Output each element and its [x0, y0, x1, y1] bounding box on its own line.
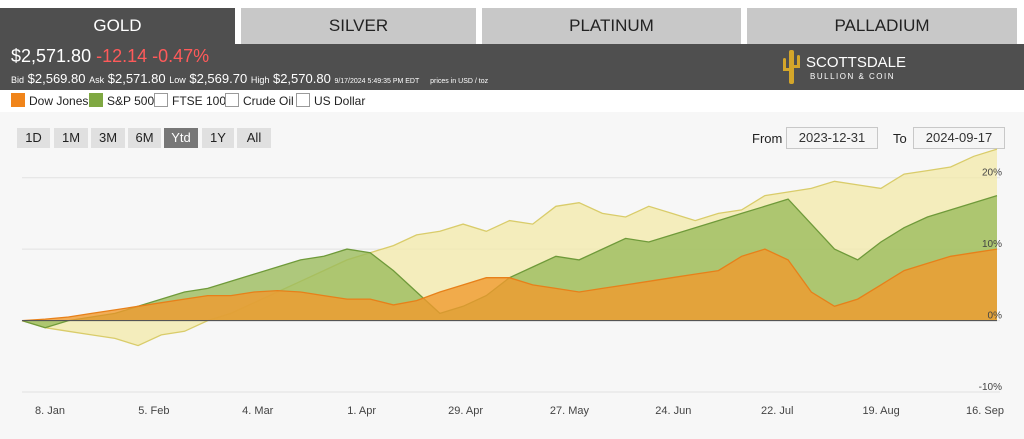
- x-tick-label: 1. Apr: [347, 405, 376, 417]
- spot-price: $2,571.80: [11, 46, 92, 66]
- tab-silver[interactable]: SILVER: [241, 8, 476, 44]
- ask-label: Ask: [89, 75, 105, 85]
- series-line-2: [21, 248, 998, 322]
- scottsdale-logo[interactable]: SCOTTSDALE BULLION & COIN: [780, 46, 920, 88]
- legend-ftse100[interactable]: FTSE 100: [154, 92, 227, 110]
- high-label: High: [250, 75, 270, 85]
- tab-gold-label: GOLD: [93, 16, 142, 35]
- to-label: To: [893, 131, 907, 146]
- low-label: Low: [169, 75, 186, 85]
- range-button-1y[interactable]: 1Y: [202, 128, 234, 148]
- y-tick-label: 10%: [982, 239, 1002, 250]
- legend-crude-oil-checkbox[interactable]: [225, 93, 239, 107]
- x-tick-label: 16. Sep: [966, 405, 1004, 417]
- range-button-3m[interactable]: 3M: [91, 128, 125, 148]
- price-line: $2,571.80 -12.14 -0.47%: [11, 46, 209, 67]
- x-tick-label: 5. Feb: [138, 405, 169, 417]
- tab-palladium[interactable]: PALLADIUM: [747, 8, 1017, 44]
- price-change-pct: -0.47%: [152, 46, 210, 66]
- cactus-icon: [783, 50, 800, 84]
- quote-details: Bid $2,569.80 Ask $2,571.80 Low $2,569.7…: [11, 71, 488, 86]
- tab-platinum[interactable]: PLATINUM: [482, 8, 741, 44]
- legend-crude-oil-label: Crude Oil: [243, 94, 294, 108]
- series-line-0: [21, 148, 998, 347]
- from-label: From: [752, 131, 783, 146]
- y-tick-label: 20%: [982, 168, 1002, 179]
- quote-timestamp: 9/17/2024 5:49:35 PM EDT: [334, 78, 420, 85]
- legend-dow-jones[interactable]: Dow Jones: [11, 92, 89, 110]
- legend-sp500-label: S&P 500: [107, 94, 155, 108]
- x-tick-label: 29. Apr: [448, 405, 483, 417]
- chart-container: 1D 1M 3M 6M Ytd 1Y All From 2023-12-31 T…: [0, 112, 1024, 439]
- legend-dow-jones-label: Dow Jones: [29, 94, 89, 108]
- comparison-legend: Dow Jones S&P 500 FTSE 100 Crude Oil US …: [0, 90, 1024, 112]
- price-units: prices in USD / toz: [430, 78, 489, 85]
- from-date-input[interactable]: 2023-12-31: [786, 127, 878, 149]
- x-tick-label: 8. Jan: [35, 405, 65, 417]
- legend-sp500-checkbox[interactable]: [89, 93, 103, 107]
- bid-label: Bid: [11, 75, 25, 85]
- x-tick-label: 22. Jul: [761, 405, 793, 417]
- x-tick-label: 24. Jun: [655, 405, 691, 417]
- high-value: $2,570.80: [272, 71, 331, 86]
- range-button-ytd[interactable]: Ytd: [164, 128, 198, 148]
- range-button-6m[interactable]: 6M: [128, 128, 161, 148]
- legend-ftse100-label: FTSE 100: [172, 94, 227, 108]
- legend-dow-jones-checkbox[interactable]: [11, 93, 25, 107]
- performance-chart[interactable]: 20% 10% 0% -10% 8. Jan 5. Feb 4. Mar 1. Apr 29.…: [0, 112, 1024, 439]
- tab-gold[interactable]: GOLD: [0, 8, 235, 44]
- series-area-2: [22, 249, 997, 321]
- legend-us-dollar-checkbox[interactable]: [296, 93, 310, 107]
- legend-ftse100-checkbox[interactable]: [154, 93, 168, 107]
- x-tick-label: 19. Aug: [862, 405, 899, 417]
- tab-palladium-label: PALLADIUM: [834, 16, 930, 35]
- y-tick-label: -10%: [979, 382, 1002, 393]
- x-tick-label: 27. May: [550, 405, 590, 417]
- logo-line2: BULLION & COIN: [810, 72, 895, 81]
- to-date-input[interactable]: 2024-09-17: [913, 127, 1005, 149]
- tab-platinum-label: PLATINUM: [569, 16, 654, 35]
- low-value: $2,569.70: [189, 71, 248, 86]
- tab-silver-label: SILVER: [328, 16, 389, 35]
- legend-us-dollar-label: US Dollar: [314, 94, 366, 108]
- legend-crude-oil[interactable]: Crude Oil: [225, 92, 299, 110]
- price-change: -12.14: [96, 46, 148, 66]
- y-tick-label: 0%: [988, 311, 1003, 322]
- metal-tabs: GOLD SILVER PLATINUM PALLADIUM: [0, 8, 1024, 44]
- range-button-1m[interactable]: 1M: [54, 128, 88, 148]
- range-button-all[interactable]: All: [237, 128, 271, 148]
- ask-value: $2,571.80: [107, 71, 166, 86]
- legend-sp500[interactable]: S&P 500: [89, 92, 155, 110]
- legend-us-dollar[interactable]: US Dollar: [296, 92, 366, 110]
- range-button-1d[interactable]: 1D: [17, 128, 50, 148]
- x-tick-label: 4. Mar: [242, 405, 274, 417]
- quote-panel: $2,571.80 -12.14 -0.47% Bid $2,569.80 As…: [0, 44, 1024, 90]
- logo-line1: SCOTTSDALE: [806, 54, 906, 71]
- bid-value: $2,569.80: [27, 71, 86, 86]
